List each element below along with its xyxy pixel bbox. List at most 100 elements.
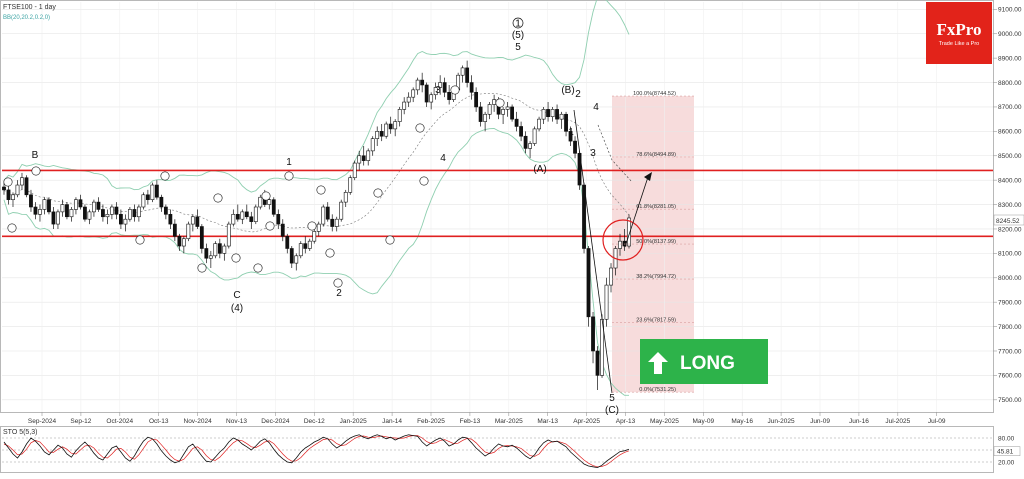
wave-circle-marker	[512, 17, 524, 29]
candle-body	[379, 131, 384, 137]
candle-body	[532, 128, 537, 144]
y-tick-label: 9000.00	[998, 31, 1022, 38]
candle-body	[226, 223, 231, 247]
candle	[168, 209, 173, 229]
candle-body	[105, 214, 110, 218]
wave-label: 1	[515, 19, 521, 30]
candle-body	[42, 199, 47, 210]
candle-body	[334, 218, 339, 227]
candle	[231, 209, 236, 227]
candle	[105, 209, 110, 225]
candle	[420, 72, 425, 93]
candle-body	[244, 211, 249, 218]
candle	[316, 221, 321, 237]
y-tick-label: 8600.00	[998, 129, 1022, 136]
candle	[564, 111, 568, 137]
candle	[294, 253, 299, 271]
candle	[87, 209, 92, 225]
y-tick-label: 7600.00	[998, 373, 1022, 380]
wave-label: 3	[435, 85, 441, 96]
candle	[249, 211, 254, 229]
projection-arrow-line	[624, 176, 649, 248]
wave-label: 1	[286, 157, 292, 168]
candle-body	[465, 67, 470, 83]
wave-marker-circle	[495, 98, 505, 108]
candle	[74, 197, 78, 215]
candle-body	[393, 121, 398, 130]
y-tick-label: 8900.00	[998, 55, 1022, 62]
candle-body	[119, 214, 123, 225]
candle-body	[550, 109, 555, 118]
candle	[411, 87, 416, 103]
wave-marker-circle	[385, 235, 395, 245]
candle	[208, 250, 213, 269]
candle-body	[352, 162, 357, 179]
wave-marker-circle	[261, 191, 271, 201]
wave-label: 5	[609, 393, 615, 404]
candle-body	[195, 216, 200, 227]
candle-body	[609, 267, 613, 286]
candle-body	[375, 131, 380, 139]
candle	[465, 60, 470, 88]
wave-label: C	[233, 290, 240, 301]
candle-body	[159, 196, 164, 208]
wave-marker-circle	[197, 263, 207, 273]
candle-body	[38, 209, 42, 215]
fxpro-logo: FxPro Trade Like a Pro	[926, 2, 992, 64]
y-tick-label: 8700.00	[998, 104, 1022, 111]
candle	[222, 243, 227, 261]
candle-body	[523, 135, 528, 149]
candle	[217, 238, 222, 259]
candle-body	[447, 91, 452, 100]
candle	[492, 94, 497, 112]
candle	[42, 197, 47, 215]
wave-marker-circle	[231, 253, 241, 263]
candle-body	[56, 211, 60, 225]
candle	[375, 126, 380, 146]
fib-level-label: 38.2%(7994.72)	[636, 274, 676, 280]
candle	[393, 119, 398, 137]
x-tick-label: Nov-13	[226, 418, 247, 425]
x-tick-label: Mar-2025	[495, 418, 523, 425]
x-tick-label: Nov-2024	[184, 418, 213, 425]
candle	[253, 204, 258, 225]
fib-level-label: 61.8%(8281.05)	[636, 204, 676, 210]
candle	[523, 131, 528, 154]
candle-body	[154, 184, 159, 198]
candle-body	[316, 223, 321, 232]
candle	[190, 214, 195, 232]
candle	[537, 116, 541, 132]
candle-body	[11, 194, 15, 200]
candle-body	[568, 131, 573, 142]
current-price-box	[993, 214, 1024, 226]
candle-body	[573, 140, 577, 154]
candle-body	[285, 235, 290, 249]
candle	[154, 180, 159, 200]
candle	[519, 121, 523, 142]
candle	[559, 111, 564, 129]
long-signal-label: LONG	[680, 353, 735, 374]
stochastic-signal-line	[3, 435, 630, 468]
candle	[181, 236, 186, 254]
candle	[550, 106, 555, 122]
candle-body	[271, 199, 276, 215]
wave-label: (A)	[533, 164, 546, 175]
candle-body	[469, 82, 474, 93]
candle-body	[411, 89, 416, 98]
candle-body	[51, 211, 56, 225]
stochastic-readout-box	[993, 446, 1021, 456]
candle-body	[384, 123, 389, 137]
candle	[501, 106, 506, 125]
wave-label: (4)	[231, 303, 243, 314]
candle	[285, 233, 290, 254]
x-tick-label: May-16	[731, 418, 753, 425]
candle	[258, 194, 263, 210]
y-tick-label: 8100.00	[998, 251, 1022, 258]
candle	[96, 197, 101, 212]
candle	[546, 102, 550, 122]
current-price-readout: 8245.52	[996, 218, 1020, 225]
candle	[514, 111, 519, 132]
wave-marker-circle	[7, 223, 17, 233]
logo-name: FxPro	[936, 20, 981, 39]
